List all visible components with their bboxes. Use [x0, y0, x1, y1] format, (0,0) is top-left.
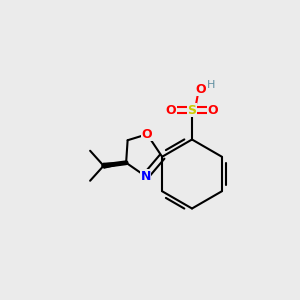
Polygon shape — [103, 163, 126, 168]
Text: N: N — [140, 170, 151, 183]
Text: H: H — [207, 80, 215, 90]
Text: O: O — [208, 103, 218, 117]
Text: O: O — [166, 103, 176, 117]
Text: O: O — [195, 82, 206, 96]
Text: S: S — [188, 103, 196, 117]
Text: O: O — [142, 128, 152, 141]
